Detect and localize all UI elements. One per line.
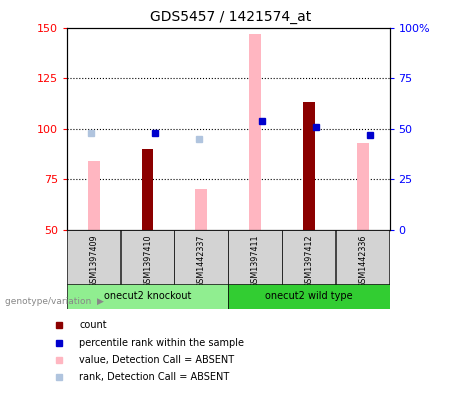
Text: rank, Detection Call = ABSENT: rank, Detection Call = ABSENT [79, 372, 230, 382]
Bar [357, 143, 368, 230]
Text: GSM1442336: GSM1442336 [358, 234, 367, 288]
Text: value, Detection Call = ABSENT: value, Detection Call = ABSENT [79, 355, 234, 365]
Text: GSM1442337: GSM1442337 [197, 234, 206, 288]
Bar [174, 230, 228, 285]
Bar [195, 189, 207, 230]
Text: GSM1397411: GSM1397411 [251, 234, 260, 288]
Bar [142, 149, 154, 230]
Bar [249, 33, 261, 230]
Bar [228, 230, 282, 285]
Bar [67, 284, 228, 309]
Text: count: count [79, 320, 107, 331]
Text: percentile rank within the sample: percentile rank within the sample [79, 338, 244, 348]
Text: GSM1397410: GSM1397410 [143, 234, 152, 288]
Text: GSM1397409: GSM1397409 [89, 234, 98, 288]
Text: GDS5457 / 1421574_at: GDS5457 / 1421574_at [150, 10, 311, 24]
Text: onecut2 wild type: onecut2 wild type [265, 291, 353, 301]
Bar [336, 230, 389, 285]
Text: GSM1397412: GSM1397412 [304, 234, 313, 288]
Bar [303, 103, 315, 230]
Bar [67, 230, 120, 285]
Bar [88, 161, 100, 230]
Bar [228, 284, 390, 309]
Text: genotype/variation  ▶: genotype/variation ▶ [5, 297, 103, 305]
Bar [282, 230, 336, 285]
Text: onecut2 knockout: onecut2 knockout [104, 291, 191, 301]
Bar [121, 230, 174, 285]
